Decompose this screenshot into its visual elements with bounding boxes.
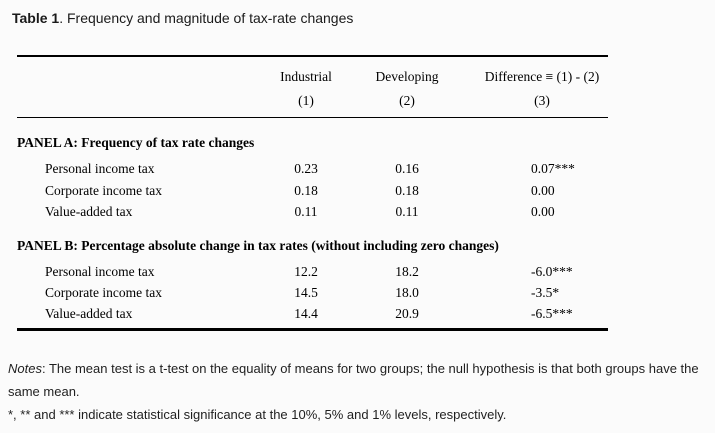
cell-industrial: 0.23 <box>294 161 318 176</box>
cell-difference: -6.5*** <box>531 306 573 321</box>
table-row: Personal income tax 12.2 18.2 -6.0*** <box>17 264 608 280</box>
table-notes: Notes: The mean test is a t-test on the … <box>8 357 708 403</box>
notes-label: Notes <box>8 361 42 376</box>
panel-b-heading: PANEL B: Percentage absolute change in t… <box>17 238 499 253</box>
row-label: Personal income tax <box>45 161 155 176</box>
col-header-developing: Developing <box>375 69 439 84</box>
cell-industrial: 14.5 <box>294 285 318 300</box>
column-header-row: Industrial Developing Difference ≡ (1) -… <box>17 69 608 85</box>
header-separator-rule <box>17 117 608 118</box>
col-number-2: (2) <box>399 93 415 108</box>
table-row: Corporate income tax 0.18 0.18 0.00 <box>17 183 608 199</box>
cell-developing: 0.16 <box>395 161 419 176</box>
table-row: Value-added tax 0.11 0.11 0.00 <box>17 204 608 220</box>
col-header-difference: Difference ≡ (1) - (2) <box>484 69 600 84</box>
col-header-industrial: Industrial <box>280 69 332 84</box>
table-row: Personal income tax 0.23 0.16 0.07*** <box>17 161 608 177</box>
significance-note: *, ** and *** indicate statistical signi… <box>8 407 507 422</box>
table-caption: . Frequency and magnitude of tax-rate ch… <box>59 10 354 26</box>
cell-developing: 0.18 <box>395 183 419 198</box>
cell-developing: 18.0 <box>395 285 419 300</box>
cell-developing: 18.2 <box>395 264 419 279</box>
cell-industrial: 12.2 <box>294 264 318 279</box>
cell-difference: 0.07*** <box>531 161 575 176</box>
cell-difference: 0.00 <box>531 183 555 198</box>
col-number-3: (3) <box>534 93 550 108</box>
table-title: Table 1. Frequency and magnitude of tax-… <box>12 10 353 26</box>
row-label: Personal income tax <box>45 264 155 279</box>
cell-difference: -3.5* <box>531 285 560 300</box>
column-number-row: (1) (2) (3) <box>17 93 608 109</box>
cell-difference: 0.00 <box>531 204 555 219</box>
panel-a-heading: PANEL A: Frequency of tax rate changes <box>17 135 255 150</box>
cell-industrial: 0.18 <box>294 183 318 198</box>
row-label: Corporate income tax <box>45 183 162 198</box>
row-label: Value-added tax <box>45 204 133 219</box>
cell-difference: -6.0*** <box>531 264 573 279</box>
col-number-1: (1) <box>298 93 314 108</box>
table-row: Corporate income tax 14.5 18.0 -3.5* <box>17 285 608 301</box>
table-number: Table 1 <box>12 10 60 26</box>
cell-developing: 0.11 <box>395 204 419 219</box>
table-row: Value-added tax 14.4 20.9 -6.5*** <box>17 306 608 322</box>
cell-developing: 20.9 <box>395 306 419 321</box>
table-top-rule <box>17 55 608 57</box>
notes-body: : The mean test is a t-test on the equal… <box>8 361 699 399</box>
table-bottom-rule <box>17 328 608 331</box>
row-label: Value-added tax <box>45 306 133 321</box>
cell-industrial: 0.11 <box>294 204 318 219</box>
row-label: Corporate income tax <box>45 285 162 300</box>
cell-industrial: 14.4 <box>294 306 318 321</box>
